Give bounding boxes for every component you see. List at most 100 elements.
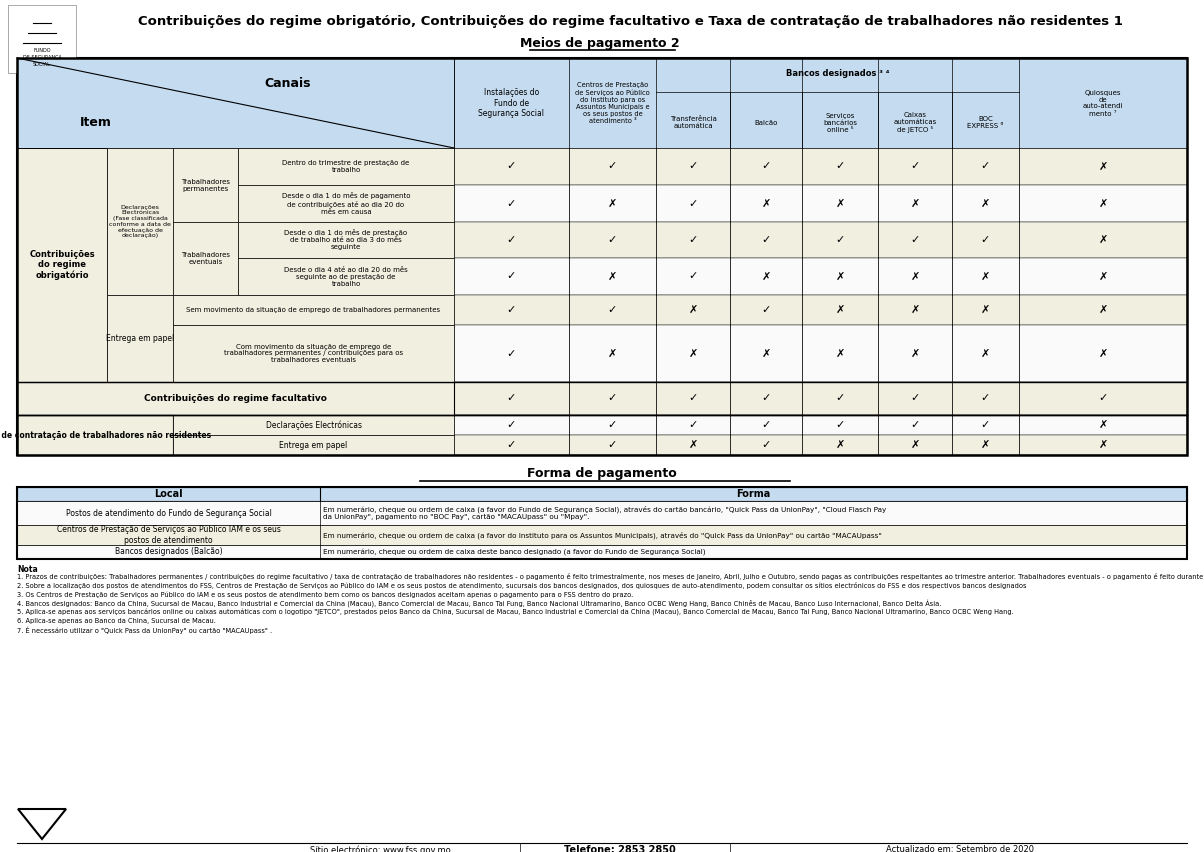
Text: Canais: Canais xyxy=(265,77,311,89)
Text: Serviços
bancários
online ⁵: Serviços bancários online ⁵ xyxy=(824,112,857,133)
Text: ✗: ✗ xyxy=(608,348,618,359)
Text: ✓: ✓ xyxy=(981,420,990,430)
Text: Item: Item xyxy=(79,117,112,130)
Text: Entrega em papel: Entrega em papel xyxy=(106,334,175,343)
Bar xyxy=(107,295,173,382)
Text: Com movimento da situação de emprego de
trabalhadores permanentes / contribuiçõe: Com movimento da situação de emprego de … xyxy=(224,343,403,364)
Text: ✓: ✓ xyxy=(910,235,920,245)
Text: Nota: Nota xyxy=(17,565,37,574)
Text: ✗: ✗ xyxy=(836,305,845,315)
Text: ✗: ✗ xyxy=(1098,199,1108,209)
Text: ✗: ✗ xyxy=(689,305,697,315)
Text: ✗: ✗ xyxy=(689,348,697,359)
Text: ✗: ✗ xyxy=(836,199,845,209)
Text: ✗: ✗ xyxy=(836,272,845,281)
Text: ✗: ✗ xyxy=(1098,235,1108,245)
Bar xyxy=(17,415,1187,435)
Text: Desde o dia 1 do mês de prestação
de trabalho até ao dia 3 do mês
seguinte: Desde o dia 1 do mês de prestação de tra… xyxy=(284,229,408,250)
Text: ✗: ✗ xyxy=(836,348,845,359)
Text: ✓: ✓ xyxy=(507,272,517,281)
Text: ✓: ✓ xyxy=(836,162,845,171)
Text: ✓: ✓ xyxy=(507,420,517,430)
Text: Centros de Prestação de Serviços ao Público IAM e os seus
postos de atendimento: Centros de Prestação de Serviços ao Públ… xyxy=(57,526,281,544)
Text: ✓: ✓ xyxy=(981,235,990,245)
Text: Centros de Prestação
de Serviços ao Público
do Instituto para os
Assuntos Munici: Centros de Prestação de Serviços ao Públ… xyxy=(576,82,650,124)
Bar xyxy=(17,545,1187,559)
Text: Actualizado em: Setembro de 2020: Actualizado em: Setembro de 2020 xyxy=(886,845,1034,852)
Text: 2. Sobre a localização dos postos de atendimentos do FSS, Centros de Prestação d: 2. Sobre a localização dos postos de ate… xyxy=(17,582,1027,589)
Text: Trabalhadores
permanentes: Trabalhadores permanentes xyxy=(181,179,230,192)
Bar xyxy=(17,148,1187,185)
Text: 6. Aplica-se apenas ao Banco da China, Sucursal de Macau.: 6. Aplica-se apenas ao Banco da China, S… xyxy=(17,618,216,624)
Text: Quiosques
de
auto-atendi
mento ⁷: Quiosques de auto-atendi mento ⁷ xyxy=(1082,89,1123,117)
Text: ✓: ✓ xyxy=(836,420,845,430)
Text: Balcão: Balcão xyxy=(755,120,778,126)
Text: SOCIAL: SOCIAL xyxy=(33,61,51,66)
Text: 4. Bancos designados: Banco da China, Sucursal de Macau, Banco Industrial e Come: 4. Bancos designados: Banco da China, Su… xyxy=(17,600,942,608)
Text: ✓: ✓ xyxy=(689,199,697,209)
Text: 3. Os Centros de Prestação de Serviços ao Público do IAM e os seus postos de ate: 3. Os Centros de Prestação de Serviços a… xyxy=(17,591,633,597)
Text: ✓: ✓ xyxy=(507,199,517,209)
Bar xyxy=(17,525,1187,545)
Text: ✓: ✓ xyxy=(836,235,845,245)
Text: ✗: ✗ xyxy=(608,199,618,209)
Text: ✓: ✓ xyxy=(507,305,517,315)
Bar xyxy=(173,295,454,325)
Text: ✗: ✗ xyxy=(910,440,920,450)
Text: ✗: ✗ xyxy=(910,348,920,359)
Text: ✗: ✗ xyxy=(981,305,990,315)
Text: ✓: ✓ xyxy=(910,162,920,171)
Text: Bancos designados ³ ⁴: Bancos designados ³ ⁴ xyxy=(786,69,890,78)
Text: ✓: ✓ xyxy=(689,394,697,404)
Text: ✓: ✓ xyxy=(608,420,618,430)
Text: Declarações Electrónicas: Declarações Electrónicas xyxy=(266,420,361,429)
Bar xyxy=(17,222,1187,258)
Text: ✗: ✗ xyxy=(1098,305,1108,315)
Text: 7. É necessário utilizar o "Quick Pass da UnionPay" ou cartão "MACAUpass" .: 7. É necessário utilizar o "Quick Pass d… xyxy=(17,627,272,635)
Text: ✓: ✓ xyxy=(608,162,618,171)
Text: Caixas
automáticas
de JETCO ⁵: Caixas automáticas de JETCO ⁵ xyxy=(893,112,937,134)
Bar xyxy=(173,222,238,295)
Text: ✓: ✓ xyxy=(689,162,697,171)
Text: ✗: ✗ xyxy=(1098,162,1108,171)
Bar xyxy=(173,325,454,382)
Text: ✓: ✓ xyxy=(761,305,771,315)
Bar xyxy=(17,487,1187,501)
Text: ✓: ✓ xyxy=(507,162,517,171)
Text: ✓: ✓ xyxy=(608,305,618,315)
Text: ✓: ✓ xyxy=(910,420,920,430)
Text: ✗: ✗ xyxy=(910,272,920,281)
Text: ✗: ✗ xyxy=(981,348,990,359)
Text: ✓: ✓ xyxy=(608,394,618,404)
Text: FUNDO: FUNDO xyxy=(34,48,51,53)
Text: Desde o dia 4 até ao dia 20 do mês
seguinte ao de prestação de
trabalho: Desde o dia 4 até ao dia 20 do mês segui… xyxy=(284,267,408,286)
Text: Postos de atendimento do Fundo de Segurança Social: Postos de atendimento do Fundo de Segura… xyxy=(65,509,271,517)
Text: ✗: ✗ xyxy=(981,199,990,209)
Text: ✓: ✓ xyxy=(1098,394,1108,404)
Text: Sem movimento da situação de emprego de trabalhadores permanentes: Sem movimento da situação de emprego de … xyxy=(187,307,441,313)
Text: Entrega em papel: Entrega em papel xyxy=(279,440,348,450)
Text: ✗: ✗ xyxy=(1098,272,1108,281)
Bar xyxy=(17,58,454,148)
Text: Instalações do
Fundo de
Segurança Social: Instalações do Fundo de Segurança Social xyxy=(478,88,544,118)
Text: ✗: ✗ xyxy=(981,440,990,450)
Text: Taxa de contratação de trabalhadores não residentes: Taxa de contratação de trabalhadores não… xyxy=(0,430,211,440)
Bar xyxy=(17,325,1187,382)
Bar xyxy=(17,487,1187,559)
Text: Contribuições
do regime
obrigatório: Contribuições do regime obrigatório xyxy=(29,250,95,280)
Text: ✗: ✗ xyxy=(836,440,845,450)
Text: ✓: ✓ xyxy=(910,394,920,404)
Text: ✓: ✓ xyxy=(981,394,990,404)
Bar xyxy=(17,148,107,382)
Bar xyxy=(17,58,1187,148)
Text: Transferência
automática: Transferência automática xyxy=(669,117,716,130)
Text: Contribuições do regime obrigatório, Contribuições do regime facultativo e Taxa : Contribuições do regime obrigatório, Con… xyxy=(137,15,1122,28)
Text: Trabalhadores
eventuais: Trabalhadores eventuais xyxy=(181,252,230,265)
Bar xyxy=(17,58,1187,455)
Bar xyxy=(17,435,1187,455)
Bar xyxy=(17,501,1187,525)
Text: ✗: ✗ xyxy=(910,305,920,315)
Bar xyxy=(17,258,1187,295)
Text: DE SEGURANÇA: DE SEGURANÇA xyxy=(23,55,61,60)
Bar xyxy=(173,415,454,435)
